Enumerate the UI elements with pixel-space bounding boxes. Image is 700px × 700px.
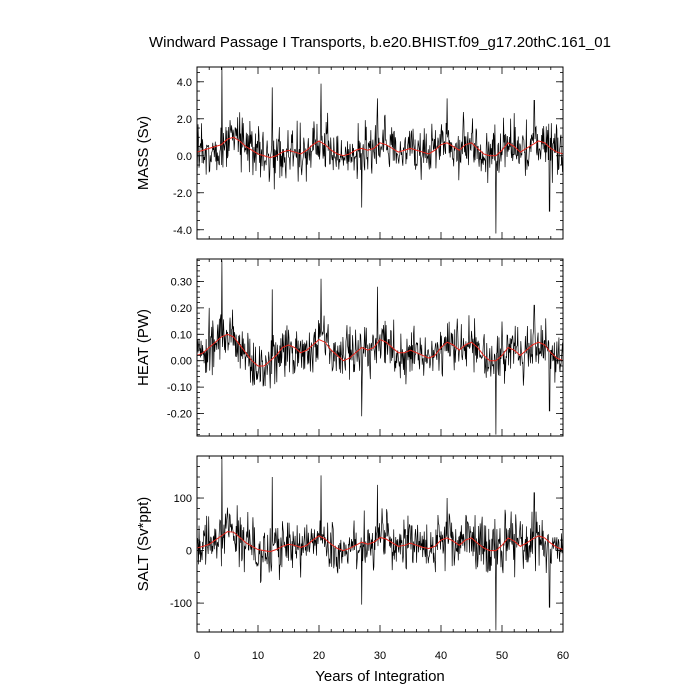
y-tick-label: 0	[186, 546, 192, 558]
x-tick-label: 10	[252, 650, 264, 662]
y-tick-label: -0.20	[167, 409, 192, 421]
y-tick-label: 0.20	[171, 303, 192, 315]
panels-group: -4.0 -2.0 0.0 2.0 4.0 MASS (Sv) -0.20 -0.10 0.00…	[135, 66, 569, 662]
y-tick-label: 4.0	[177, 77, 192, 89]
x-tick-label: 30	[374, 650, 386, 662]
y-tick-label: 100	[174, 493, 192, 505]
smoothed-series-line	[196, 333, 564, 367]
y-tick-label: -2.0	[173, 188, 192, 200]
panel-3: -100 0 100 SALT (Sv*ppt)	[135, 455, 564, 633]
y-tick-label: 0.10	[171, 329, 192, 341]
smoothed-series-line	[196, 136, 564, 159]
y-tick-label: -100	[170, 598, 192, 610]
x-tick-label: 40	[435, 650, 447, 662]
y-tick-label: -0.10	[167, 382, 192, 394]
panel-1: -4.0 -2.0 0.0 2.0 4.0 MASS (Sv)	[135, 66, 564, 240]
x-tick-label: 0	[194, 650, 200, 662]
y-tick-label: 0.00	[171, 356, 192, 368]
x-tick-label: 50	[496, 650, 508, 662]
x-axis-label: Years of Integration	[315, 668, 445, 685]
raw-series-line	[196, 260, 564, 435]
y-tick-label: 0.0	[177, 151, 192, 163]
smoothed-series-line	[196, 531, 564, 553]
raw-series-line	[196, 457, 564, 631]
y-tick-label: 2.0	[177, 114, 192, 126]
panel-2: -0.20 -0.10 0.00 0.10 0.20 0.30 HEAT (PW)	[135, 258, 564, 437]
y-axis-label: HEAT (PW)	[135, 309, 152, 386]
x-tick-label: 60	[557, 650, 569, 662]
y-axis-label: MASS (Sv)	[135, 116, 152, 190]
chart-title: Windward Passage I Transports, b.e20.BHI…	[149, 34, 611, 51]
y-tick-label: 0.30	[171, 276, 192, 288]
y-tick-label: -4.0	[173, 225, 192, 237]
raw-series-line	[196, 66, 564, 234]
y-axis-label: SALT (Sv*ppt)	[135, 497, 152, 591]
x-tick-label: 20	[313, 650, 325, 662]
